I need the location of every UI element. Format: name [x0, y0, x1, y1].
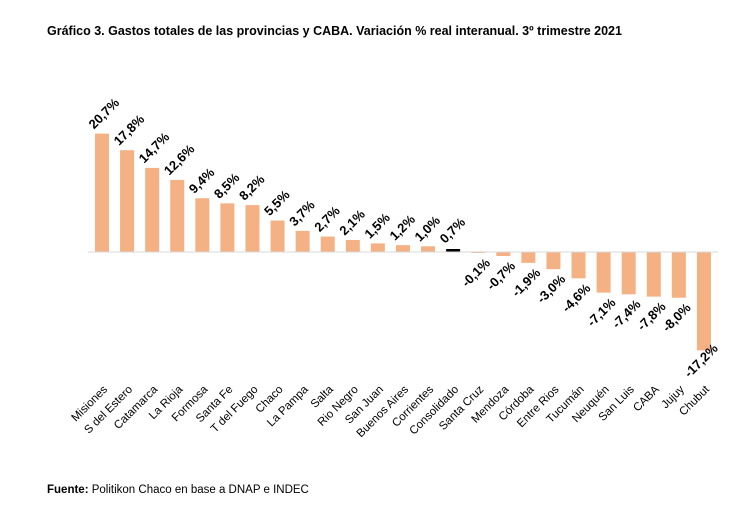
bar	[521, 252, 536, 263]
bar	[446, 249, 461, 252]
data-label: 8,2%	[236, 171, 268, 203]
bar	[646, 252, 661, 297]
data-label: 5,5%	[261, 187, 293, 219]
bar	[170, 179, 185, 252]
chart-title: Gráfico 3. Gastos totales de las provinc…	[47, 24, 622, 38]
data-label: 0,7%	[437, 214, 469, 246]
bar	[421, 246, 436, 252]
bar	[295, 230, 310, 252]
bar	[395, 245, 410, 252]
data-label: 1,5%	[361, 210, 393, 242]
bar	[195, 198, 210, 252]
source-label: Fuente:	[47, 484, 89, 496]
source-text: Politikon Chaco en base a DNAP e INDEC	[88, 484, 309, 496]
bar	[370, 243, 385, 252]
bar	[95, 133, 109, 252]
bar	[320, 236, 335, 252]
bar	[220, 203, 235, 252]
category-label: CABA	[631, 383, 662, 414]
data-label: 1,0%	[412, 213, 444, 245]
bar	[596, 252, 611, 293]
bar	[671, 252, 686, 298]
bar	[120, 150, 135, 252]
bar	[621, 252, 636, 295]
data-label: 17,8%	[111, 111, 148, 148]
source-note: Fuente: Politikon Chaco en base a DNAP e…	[47, 484, 309, 496]
bar	[496, 252, 511, 257]
bar	[345, 239, 360, 252]
bar	[571, 252, 586, 279]
data-label: 1,2%	[386, 211, 418, 243]
bar	[270, 220, 285, 252]
bar	[245, 205, 260, 252]
bar	[145, 167, 160, 252]
data-label: 12,6%	[161, 141, 198, 178]
data-label: 20,7%	[86, 95, 123, 132]
data-label: -8,0%	[659, 300, 694, 335]
bar	[696, 252, 711, 351]
bar	[546, 252, 561, 270]
